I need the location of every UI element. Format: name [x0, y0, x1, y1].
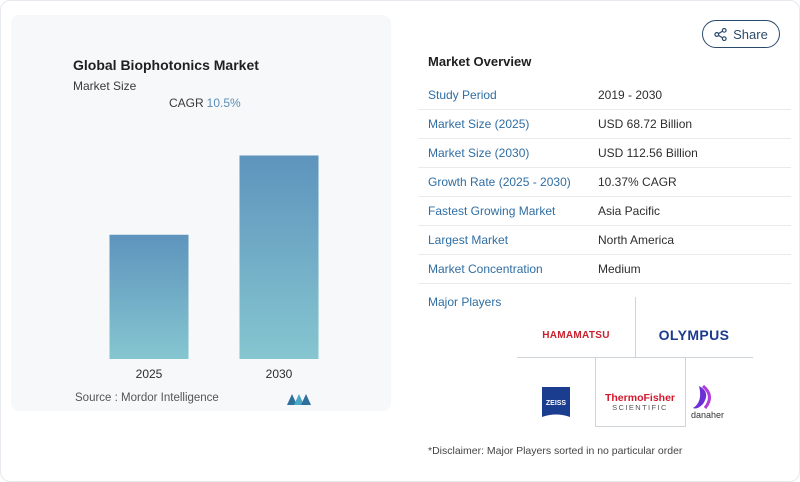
row-value: Asia Pacific [598, 204, 661, 218]
danaher-logo: danaher [685, 377, 753, 427]
divider [517, 357, 753, 358]
thermo-fisher-sub: SCIENTIFIC [612, 402, 668, 412]
row-value: USD 112.56 Billion [598, 146, 698, 160]
zeiss-logo-text: ZEISS [546, 400, 567, 407]
zeiss-logo-icon: ZEISS [542, 387, 570, 417]
chart-subtitle: Market Size [73, 79, 137, 93]
source-text: Source : Mordor Intelligence [75, 392, 219, 404]
cagr-text: CAGR [169, 96, 204, 110]
divider [595, 357, 596, 427]
divider [595, 426, 685, 427]
row-label[interactable]: Study Period [428, 88, 497, 102]
row-label[interactable]: Largest Market [428, 233, 509, 247]
chart-card: 2025 2030 Global Biophotonics Market Mark… [11, 15, 391, 411]
source-value: Mordor Intelligence [121, 392, 219, 404]
share-button[interactable]: Share [702, 20, 780, 48]
danaher-logo-icon: danaher [691, 384, 724, 420]
row-label[interactable]: Market Concentration [428, 262, 543, 276]
major-players-logos: HAMAMATSU OLYMPUS ZEISS ThermoFisher SCI… [517, 297, 753, 427]
row-value: 10.37% CAGR [598, 175, 677, 189]
row-value: 2019 - 2030 [598, 88, 663, 102]
x-tick-label: 2030 [266, 367, 293, 381]
row-label[interactable]: Market Size (2030) [428, 146, 530, 160]
major-players-title[interactable]: Major Players [428, 295, 502, 309]
overview-title: Market Overview [428, 54, 532, 69]
divider [685, 357, 686, 427]
disclaimer: *Disclaimer: Major Players sorted in no … [428, 445, 683, 457]
row-label[interactable]: Fastest Growing Market [428, 204, 556, 218]
hamamatsu-logo: HAMAMATSU [542, 329, 610, 341]
overview-row-size-2025: Market Size (2025) USD 68.72 Billion [418, 110, 791, 139]
bar-chart: 2025 2030 [109, 155, 319, 381]
share-icon [714, 27, 727, 41]
row-label[interactable]: Growth Rate (2025 - 2030) [428, 175, 571, 189]
danaher-logo-text: danaher [691, 410, 724, 420]
row-value: USD 68.72 Billion [598, 117, 693, 131]
row-label[interactable]: Market Size (2025) [428, 117, 530, 131]
cagr-value: 10.5% [206, 96, 241, 110]
row-value: North America [598, 233, 675, 247]
overview-row-fastest-growing: Fastest Growing Market Asia Pacific [418, 197, 791, 226]
overview-row-growth-rate: Growth Rate (2025 - 2030) 10.37% CAGR [418, 168, 791, 197]
overview-row-size-2030: Market Size (2030) USD 112.56 Billion [418, 139, 791, 168]
x-tick-label: 2025 [136, 367, 163, 381]
overview-row-concentration: Market Concentration Medium [418, 255, 791, 284]
overview-table: Study Period 2019 - 2030 Market Size (20… [418, 81, 791, 284]
divider [635, 297, 636, 357]
row-value: Medium [598, 262, 641, 276]
cagr-label: CAGR 10.5% [169, 96, 241, 110]
bar-2030 [239, 155, 319, 359]
olympus-logo: OLYMPUS [658, 327, 730, 343]
mordor-logo-icon [287, 394, 311, 405]
source-label: Source : [75, 392, 118, 404]
thermo-fisher-name: ThermoFisher [604, 391, 675, 404]
chart-title: Global Biophotonics Market [73, 57, 259, 73]
thermo-fisher-logo: ThermoFisher SCIENTIFIC [595, 377, 685, 427]
zeiss-logo: ZEISS [517, 377, 595, 427]
overview-row-largest-market: Largest Market North America [418, 226, 791, 255]
overview-row-study-period: Study Period 2019 - 2030 [418, 81, 791, 110]
bar-2025 [109, 234, 189, 359]
share-label: Share [733, 26, 768, 42]
